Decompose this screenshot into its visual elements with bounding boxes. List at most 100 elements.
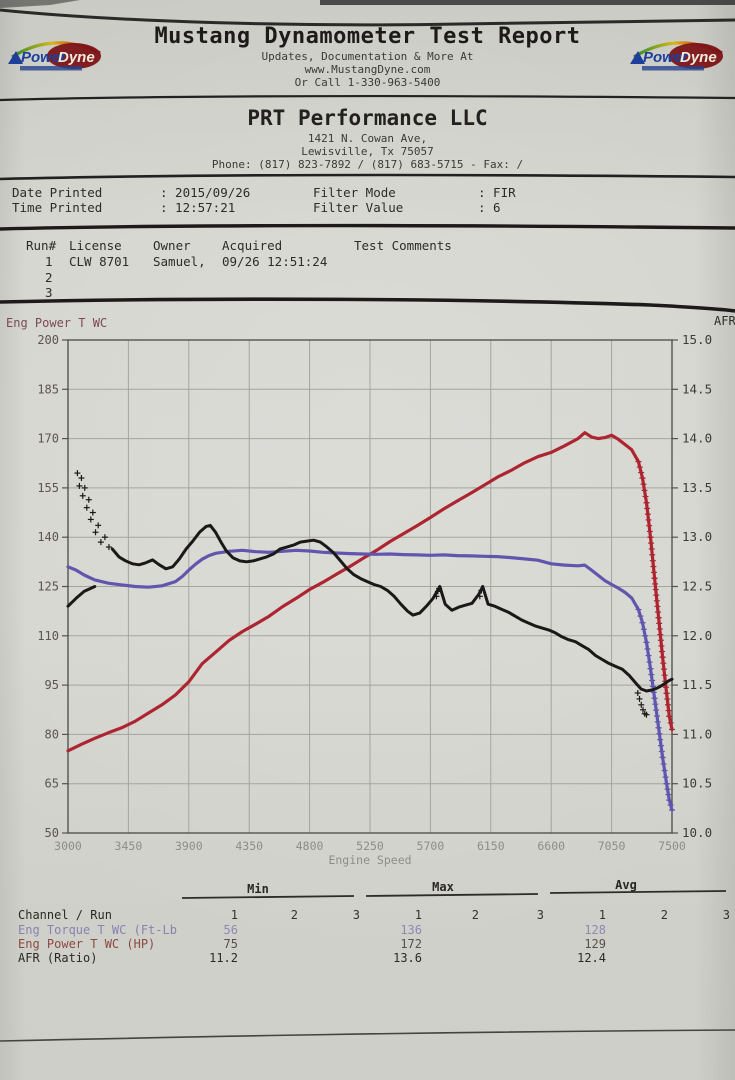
summary-run-number: 1 [598,908,606,922]
run-row-number: 3 [45,285,53,300]
runs-col-run: Run# [26,238,57,253]
left-tick-label: 140 [37,530,59,544]
right-tick-label: 13.5 [682,480,712,495]
x-tick-label: 4350 [235,839,263,853]
logo-text-dyne: Dyne [680,49,717,66]
left-tick-label: 50 [45,826,59,840]
run-row-number: 1 [45,254,53,269]
left-tick-label: 65 [45,777,59,791]
right-tick-label: 14.0 [682,431,712,446]
runs-col-owner: Owner [153,238,191,253]
company-phone: Phone: (817) 823-7892 / (817) 683-5715 -… [211,158,524,171]
x-tick-label: 7050 [598,839,626,853]
left-tick-label: 95 [45,678,59,692]
summary-run-number: 2 [660,908,668,922]
right-tick-label: 15.0 [682,332,712,347]
left-tick-label: 155 [37,481,59,495]
right-tick-label: 11.5 [682,677,712,692]
run-row-owner: Samuel, [153,254,206,269]
date-printed-label: Date Printed [12,185,103,200]
logo-mountain-icon [630,51,645,64]
dyno-chart: 3000 3450 3900 4350 4800 5250 5700 6150 6600 7050… [0,315,735,875]
left-tick-label: 170 [37,432,59,446]
right-axis-title: AFR [714,315,735,328]
summary-cell: 13.6 [393,951,422,965]
x-tick-label: 3000 [54,839,82,853]
summary-cell: 12.4 [577,951,606,965]
x-tick-label: 6150 [477,839,505,853]
summary-cell: 11.2 [209,951,238,965]
right-tick-label: 14.5 [682,381,712,396]
logo-oval-icon [47,43,101,69]
powerdyne-logo-left: Power Dyne [8,41,101,71]
left-tick-label: 80 [45,727,59,741]
runs-col-acquired: Acquired [222,238,283,253]
left-tick-label: 185 [37,382,59,396]
logo-text-power: Power [21,49,67,66]
logo-text-dyne: Dyne [58,49,95,66]
run-row-license: CLW 8701 [69,254,130,269]
series-eng-power-t-wc-hp- [66,431,674,753]
x-tick-label: 5250 [356,839,384,853]
left-tick-label: 110 [37,629,59,643]
company-name: PRT Performance LLC [247,106,488,130]
summary-run-number: 3 [352,908,360,922]
summary-run-number: 2 [471,908,479,922]
filter-mode-label: Filter Mode [313,185,396,200]
summary-group-min: Min [247,882,269,896]
company-address-line2: Lewisville, Tx 75057 [301,145,434,158]
x-tick-label: 5700 [417,839,445,853]
logo-mountain-icon [8,51,23,64]
summary-group-avg: Avg [615,878,637,892]
filter-value-label: Filter Value [313,200,404,215]
summary-cell: 136 [400,923,422,937]
right-tick-label: 10.0 [682,825,712,840]
left-axis-title: Eng Power T WC [6,316,107,330]
logo-text-power: Power [643,49,689,66]
series-afr-ratio- [66,585,97,608]
series-afr-ratio- [110,523,674,693]
right-tick-label: 11.0 [682,726,712,741]
filter-mode-value: : FIR [478,185,516,200]
summary-run-number: 1 [230,908,238,922]
logo-tagline-bar [20,66,82,71]
runs-col-comments: Test Comments [354,238,452,253]
summary-cell: 56 [223,923,238,937]
summary-channel-header: Channel / Run [18,908,112,922]
powerdyne-logo-right: Power Dyne [630,41,723,71]
filter-value-value: : 6 [478,200,501,215]
logo-tagline-bar [642,66,704,71]
left-tick-label: 125 [37,580,59,594]
x-tick-label: 4800 [296,839,324,853]
right-tick-label: 12.0 [682,628,712,643]
summary-row-label-power: Eng Power T WC (HP) [18,937,156,951]
time-printed-label: Time Printed [12,200,103,215]
dyno-chart-svg: 3000 3450 3900 4350 4800 5250 5700 6150 6600 7050… [6,315,735,867]
x-tick-label: 7500 [658,839,686,853]
date-printed-value: : 2015/09/26 [160,185,251,200]
summary-row-label-afr: AFR (Ratio) [18,951,98,965]
summary-run-number: 2 [290,908,298,922]
right-tick-label: 13.0 [682,529,712,544]
summary-cell: 75 [223,937,238,951]
left-tick-label: 200 [37,333,59,347]
report-subtitle-updates: Updates, Documentation & More At [261,50,474,63]
x-tick-label: 3900 [175,839,203,853]
summary-run-number: 1 [414,908,422,922]
summary-group-max: Max [432,880,454,894]
run-row-acquired: 09/26 12:51:24 [222,254,328,269]
summary-run-number: 3 [536,908,544,922]
time-printed-value: : 12:57:21 [160,200,236,215]
company-address-line1: 1421 N. Cowan Ave, [307,132,428,145]
report-subtitle-phone: Or Call 1-330-963-5400 [294,76,441,89]
summary-cell: 129 [584,937,606,951]
report-title: Mustang Dynamometer Test Report [154,24,581,49]
runs-col-license: License [69,238,122,253]
logo-oval-icon [669,43,723,69]
right-tick-label: 12.5 [682,579,712,594]
summary-row-label-torque: Eng Torque T WC (Ft-Lb [18,923,177,937]
report-subtitle-url: www.MustangDyne.com [304,63,431,76]
x-axis-title: Engine Speed [328,853,411,867]
summary-cell: 172 [400,937,422,951]
